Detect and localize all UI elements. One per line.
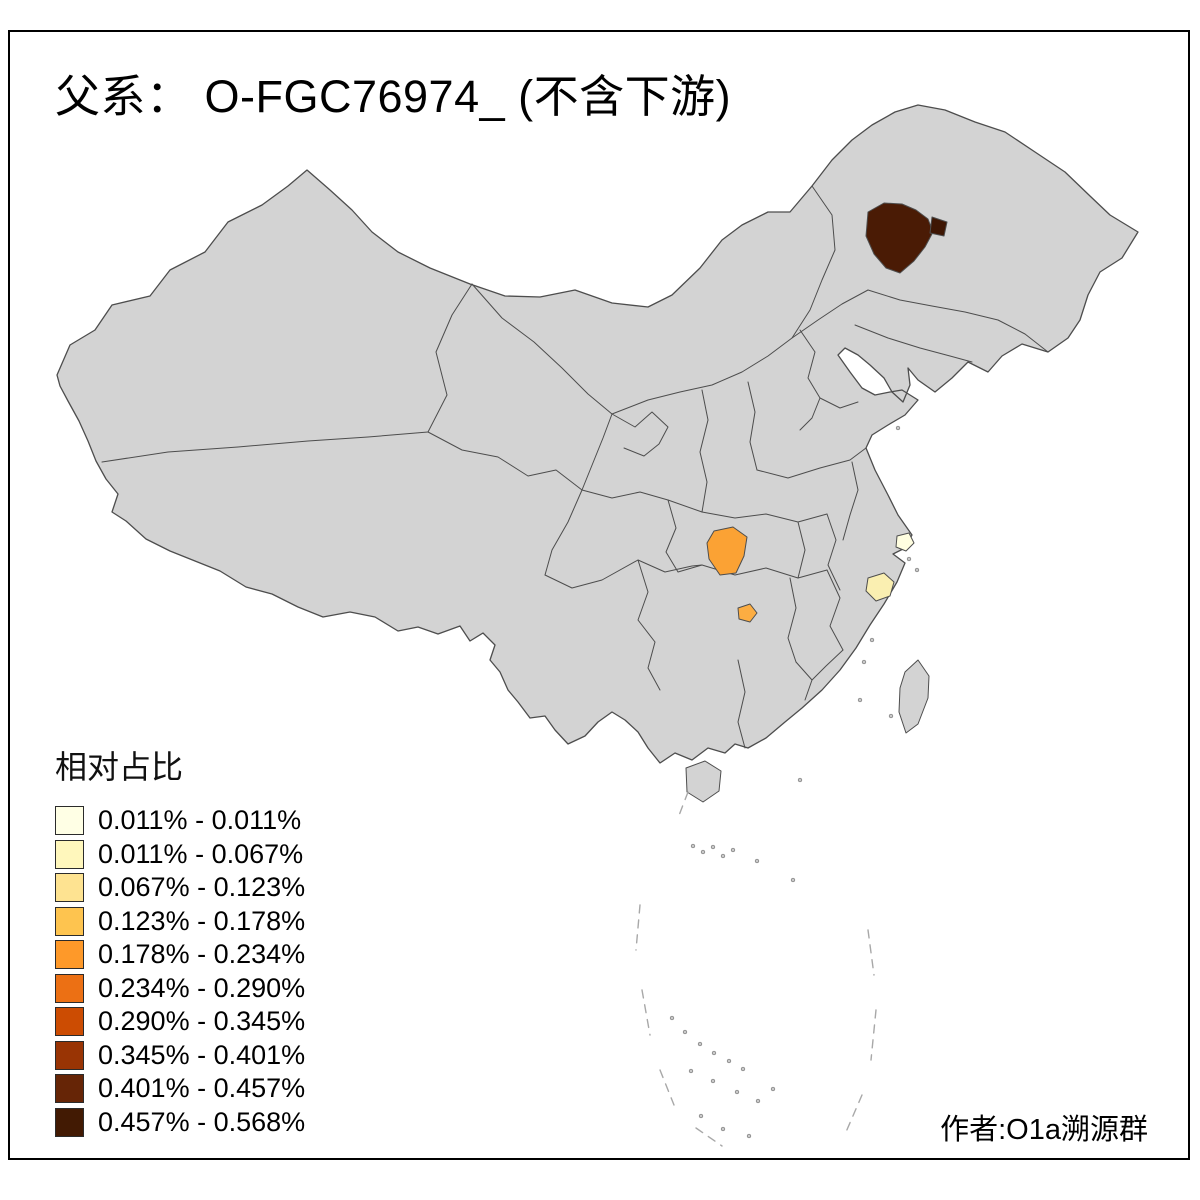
legend-swatch xyxy=(55,906,84,936)
islet xyxy=(711,1050,717,1056)
south-china-sea-islands xyxy=(669,425,920,1139)
islet xyxy=(770,1086,776,1092)
region-zhejiang-pale xyxy=(865,572,895,602)
legend-row: 0.457% - 0.568% xyxy=(55,1106,305,1140)
islet xyxy=(895,425,901,431)
dash-segment xyxy=(635,904,641,951)
legend-row: 0.401% - 0.457% xyxy=(55,1072,305,1106)
islet xyxy=(710,1078,716,1084)
legend-swatch xyxy=(55,1007,84,1037)
legend-rows: 0.011% - 0.011% 0.011% - 0.067% 0.067% -… xyxy=(55,804,305,1139)
legend-row: 0.290% - 0.345% xyxy=(55,1005,305,1039)
legend-swatch xyxy=(55,1040,84,1070)
legend-label: 0.290% - 0.345% xyxy=(98,1006,306,1037)
region-hunan-orange-small xyxy=(737,603,758,623)
islet xyxy=(726,1058,732,1064)
legend-row: 0.011% - 0.011% xyxy=(55,804,305,838)
islet xyxy=(755,1098,761,1104)
legend-label: 0.401% - 0.457% xyxy=(98,1073,306,1104)
legend-row: 0.067% - 0.123% xyxy=(55,871,305,905)
dash-segment xyxy=(641,989,651,1036)
legend-label: 0.345% - 0.401% xyxy=(98,1039,306,1070)
author-credit: 作者:O1a溯源群 xyxy=(940,1114,1148,1146)
islet xyxy=(888,713,894,719)
legend-swatch xyxy=(55,940,84,970)
legend-swatch xyxy=(55,1107,84,1137)
legend-label: 0.178% - 0.234% xyxy=(98,939,306,970)
islet xyxy=(857,697,863,703)
legend-swatch xyxy=(55,873,84,903)
islet xyxy=(914,567,920,573)
legend-row: 0.178% - 0.234% xyxy=(55,938,305,972)
legend-swatch xyxy=(55,973,84,1003)
islet xyxy=(869,637,875,643)
islet xyxy=(700,849,706,855)
legend-label: 0.123% - 0.178% xyxy=(98,905,306,936)
legend: 相对占比 0.011% - 0.011% 0.011% - 0.067% 0.0… xyxy=(55,742,305,1139)
legend-swatch xyxy=(55,839,84,869)
islet xyxy=(698,1113,704,1119)
islet xyxy=(790,877,796,883)
islet xyxy=(720,853,726,859)
sea-dashed-boundary xyxy=(635,791,877,1147)
legend-label: 0.011% - 0.067% xyxy=(98,838,304,869)
legend-swatch xyxy=(55,1074,84,1104)
dash-segment xyxy=(677,791,689,819)
islet xyxy=(710,844,716,850)
legend-row: 0.011% - 0.067% xyxy=(55,838,305,872)
dash-segment xyxy=(659,1069,675,1106)
region-northeast-dark-small xyxy=(929,216,948,237)
legend-title: 相对占比 xyxy=(55,749,184,785)
province-borders xyxy=(101,185,1049,749)
islet xyxy=(740,1066,746,1072)
islet xyxy=(669,1015,675,1021)
hainan-island xyxy=(685,760,722,803)
legend-label: 0.011% - 0.011% xyxy=(98,805,302,836)
taiwan-island xyxy=(898,659,930,734)
islet xyxy=(720,1126,726,1132)
legend-row: 0.345% - 0.401% xyxy=(55,1039,305,1073)
plot-title: 父系： O-FGC76974_ (不含下游) xyxy=(55,71,732,122)
islet xyxy=(861,659,867,665)
region-shanghai-pale xyxy=(895,532,915,552)
dash-segment xyxy=(845,1094,863,1133)
legend-label: 0.457% - 0.568% xyxy=(98,1106,306,1137)
islet xyxy=(906,556,912,562)
legend-label: 0.067% - 0.123% xyxy=(98,872,306,903)
islet xyxy=(697,1041,703,1047)
islet xyxy=(682,1029,688,1035)
dash-segment xyxy=(870,1009,877,1061)
plot-border xyxy=(8,30,1190,1160)
legend-row: 0.234% - 0.290% xyxy=(55,972,305,1006)
legend-swatch xyxy=(55,806,84,836)
islet xyxy=(690,843,696,849)
region-sichuan-orange xyxy=(706,526,748,576)
china-mainland xyxy=(56,104,1139,764)
islet xyxy=(754,858,760,864)
dash-segment xyxy=(695,1127,723,1147)
legend-label: 0.234% - 0.290% xyxy=(98,972,306,1003)
islet xyxy=(734,1089,740,1095)
legend-row: 0.123% - 0.178% xyxy=(55,905,305,939)
region-northeast-dark xyxy=(865,202,934,274)
islet xyxy=(688,1068,694,1074)
dash-segment xyxy=(867,929,875,976)
islet xyxy=(797,777,803,783)
islet xyxy=(746,1133,752,1139)
islet xyxy=(730,847,736,853)
